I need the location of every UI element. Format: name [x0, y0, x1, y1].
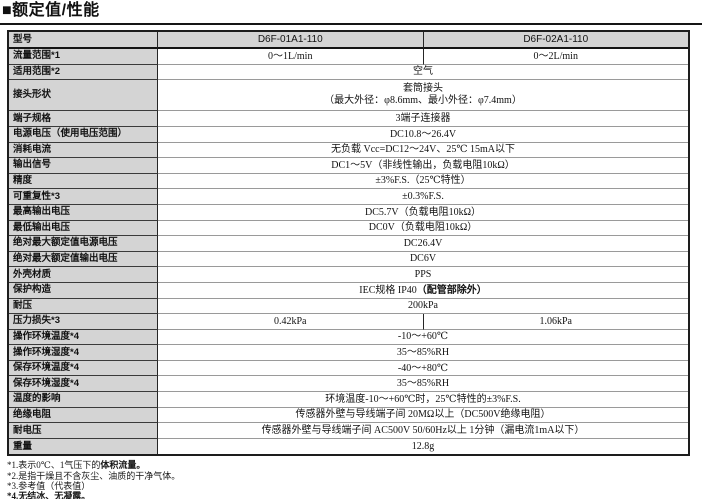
title-underline	[0, 23, 702, 25]
row-label: 最低输出电压	[9, 220, 158, 237]
row-label: 耐压	[9, 298, 158, 315]
table-row: 接头形状 套筒接头 （最大外径：φ8.6mm、最小外径：φ7.4mm）	[9, 80, 688, 112]
row-label: 保存环境湿度*4	[9, 376, 158, 393]
table-row: 操作环境温度*4 -10～+60℃	[9, 329, 688, 346]
value-cell: DC10.8～26.4V	[158, 127, 688, 143]
footnote-text: *1.表示0℃、1气压下的	[7, 460, 101, 471]
value-line: （最大外径：φ8.6mm、最小外径：φ7.4mm）	[324, 95, 522, 107]
table-row: 可重复性*3 ±0.3%F.S.	[9, 189, 688, 205]
table-row: 温度的影响 环境温度-10～+60℃时，25℃特性的±3%F.S.	[9, 392, 688, 408]
value-cell: 200kPa	[158, 299, 688, 315]
value-cell: 35～85%RH	[158, 345, 688, 361]
row-label: 端子规格	[9, 111, 158, 127]
table-row: 输出信号 DC1～5V（非线性输出，负载电阻10kΩ）	[9, 158, 688, 174]
value-text-bold: （配管部除外）	[416, 284, 487, 296]
table-row: 保存环境湿度*4 35～85%RH	[9, 376, 688, 393]
table-header-row: 型号 D6F-01A1-110 D6F-02A1-110	[9, 32, 688, 49]
row-label: 可重复性*3	[9, 189, 158, 205]
value-line: 套筒接头	[403, 82, 443, 94]
row-label: 消耗电流	[9, 142, 158, 159]
row-label: 流量范围*1	[9, 49, 158, 65]
value-cell: ±0.3%F.S.	[158, 189, 688, 205]
value-cell: 空气	[158, 65, 688, 81]
value-cell: 传感器外壁与导线端子间 20MΩ以上（DC500V绝缘电阻）	[158, 408, 688, 424]
row-label: 温度的影响	[9, 392, 158, 408]
value-cell: 35～85%RH	[158, 376, 688, 393]
value-cell: 无负载 Vcc=DC12～24V、25℃ 15mA以下	[158, 143, 688, 159]
row-label: 重量	[9, 438, 158, 455]
spec-table: 型号 D6F-01A1-110 D6F-02A1-110 流量范围*1 0～1L/min…	[7, 30, 690, 457]
table-row: 最高输出电压 DC5.7V（负载电阻10kΩ）	[9, 204, 688, 221]
value-cell: 套筒接头 （最大外径：φ8.6mm、最小外径：φ7.4mm）	[158, 80, 688, 112]
value-cell: 环境温度-10～+60℃时，25℃特性的±3%F.S.	[158, 392, 688, 408]
table-row: 外壳材质 PPS	[9, 267, 688, 283]
table-row: 流量范围*1 0～1L/min 0～2L/min	[9, 49, 688, 65]
row-label: 绝缘电阻	[9, 407, 158, 424]
row-label: 型号	[9, 32, 158, 49]
value-cell: -10～+60℃	[158, 330, 688, 346]
value-text: IEC规格 IP40	[359, 284, 417, 296]
table-row: 精度 ±3%F.S.（25℃特性）	[9, 173, 688, 190]
footnote-text-bold: 体积流量。	[100, 460, 146, 471]
table-row: 操作环境湿度*4 35～85%RH	[9, 345, 688, 361]
table-row: 耐电压 传感器外壁与导线端子间 AC500V 50/60Hz以上 1分钟（漏电流1…	[9, 423, 688, 439]
row-label: 操作环境湿度*4	[9, 345, 158, 361]
value-cell: 3端子连接器	[158, 111, 688, 127]
value-cell: 1.06kPa	[423, 314, 688, 330]
table-row: 适用范围*2 空气	[9, 64, 688, 81]
row-label: 绝对最大额定值电源电压	[9, 236, 158, 252]
table-row: 消耗电流 无负载 Vcc=DC12～24V、25℃ 15mA以下	[9, 142, 688, 159]
row-label: 输出信号	[9, 158, 158, 174]
value-cell: DC0V（负载电阻10kΩ）	[158, 221, 688, 237]
row-label: 适用范围*2	[9, 64, 158, 81]
value-cell: 传感器外壁与导线端子间 AC500V 50/60Hz以上 1分钟（漏电流1mA以…	[158, 423, 688, 439]
footnote-text-bold: *4.无结冰、无凝露。	[7, 491, 91, 499]
value-cell: -40～+80℃	[158, 361, 688, 377]
table-row: 耐压 200kPa	[9, 298, 688, 315]
row-label: 绝对最大额定值输出电压	[9, 251, 158, 268]
value-cell: 0～2L/min	[423, 49, 688, 65]
table-row: 重量 12.8g	[9, 438, 688, 455]
table-row: 保存环境温度*4 -40～+80℃	[9, 360, 688, 377]
footnotes: *1.表示0℃、1气压下的体积流量。 *2.是指干燥且不含灰尘、油质的干净气体。 *…	[7, 460, 702, 499]
value-cell: DC26.4V	[158, 236, 688, 252]
table-row: 保护构造 IEC规格 IP40 （配管部除外）	[9, 282, 688, 299]
footnote: *3.参考值（代表值）	[7, 481, 702, 491]
row-label: 最高输出电压	[9, 204, 158, 221]
value-cell: DC5.7V（负载电阻10kΩ）	[158, 205, 688, 221]
value-cell: ±3%F.S.（25℃特性）	[158, 174, 688, 190]
table-row: 端子规格 3端子连接器	[9, 111, 688, 127]
row-label: 压力损失*3	[9, 314, 158, 330]
model-header-cell: D6F-01A1-110	[158, 32, 424, 49]
value-cell: 0～1L/min	[158, 49, 424, 65]
row-label: 耐电压	[9, 423, 158, 439]
footnote: *1.表示0℃、1气压下的体积流量。	[7, 460, 702, 470]
row-label: 保存环境温度*4	[9, 360, 158, 377]
row-label: 电源电压（使用电压范围）	[9, 126, 158, 143]
value-cell: 12.8g	[411, 441, 435, 453]
row-label: 精度	[9, 173, 158, 190]
footnote-text: *3.参考值（代表值）	[7, 481, 91, 492]
footnote-text: *2.是指干燥且不含灰尘、油质的干净气体。	[7, 470, 181, 481]
table-row: 绝缘电阻 传感器外壁与导线端子间 20MΩ以上（DC500V绝缘电阻）	[9, 407, 688, 424]
model-header-cell: D6F-02A1-110	[423, 32, 688, 49]
footnote: *4.无结冰、无凝露。	[7, 491, 702, 499]
footnote: *2.是指干燥且不含灰尘、油质的干净气体。	[7, 471, 702, 481]
value-cell: PPS	[158, 267, 688, 283]
value-cell: 0.42kPa	[158, 314, 424, 330]
table-row: 最低输出电压 DC0V（负载电阻10kΩ）	[9, 220, 688, 237]
row-label: 操作环境温度*4	[9, 329, 158, 346]
row-label: 保护构造	[9, 282, 158, 299]
value-cell: DC6V	[158, 252, 688, 268]
table-row: 绝对最大额定值电源电压 DC26.4V	[9, 236, 688, 252]
value-cell: DC1～5V（非线性输出，负载电阻10kΩ）	[158, 158, 688, 174]
row-label: 接头形状	[9, 80, 158, 112]
value-cell: IEC规格 IP40 （配管部除外）	[158, 283, 688, 299]
table-row: 绝对最大额定值输出电压 DC6V	[9, 251, 688, 268]
row-label: 外壳材质	[9, 267, 158, 283]
page-title: ■额定值/性能	[2, 2, 100, 19]
table-row: 压力损失*3 0.42kPa 1.06kPa	[9, 314, 688, 330]
table-row: 电源电压（使用电压范围） DC10.8～26.4V	[9, 126, 688, 143]
